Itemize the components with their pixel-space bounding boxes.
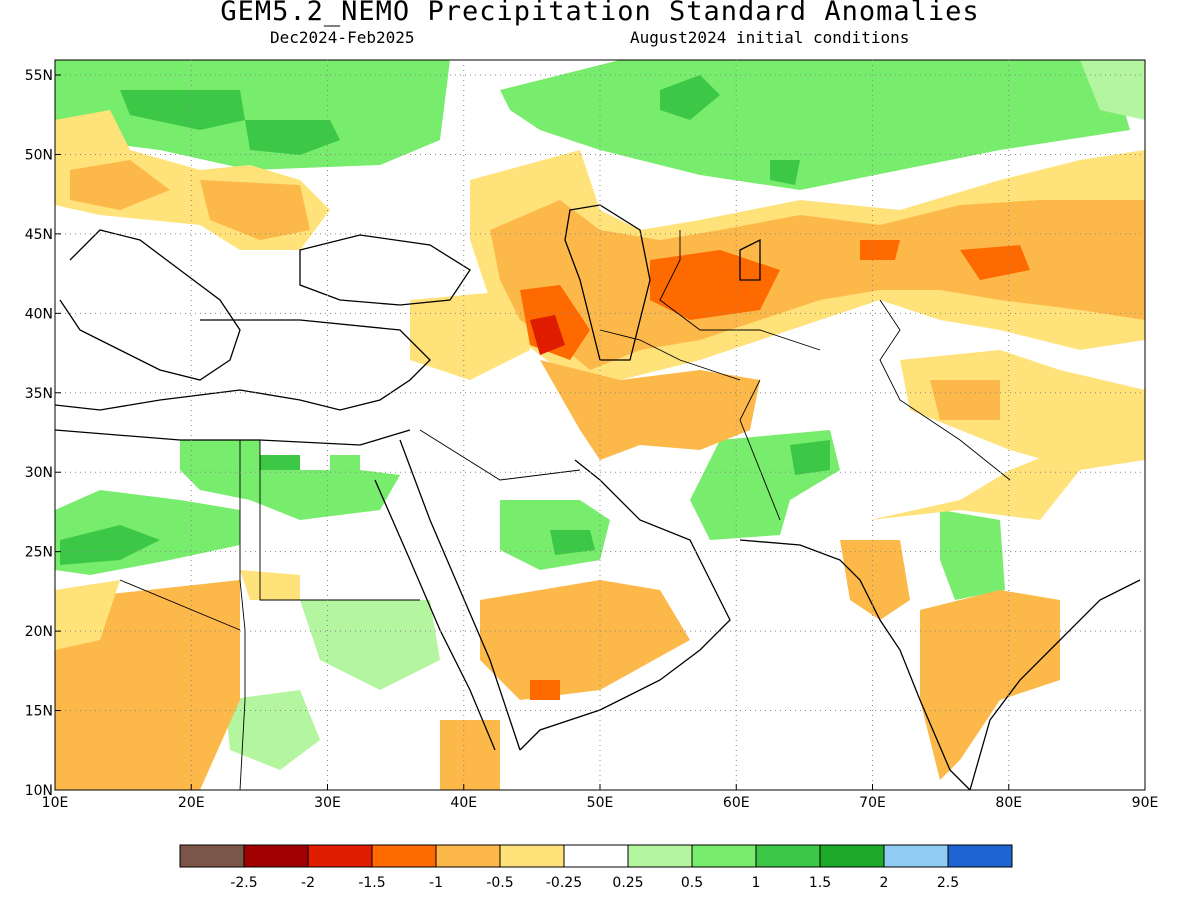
legend-swatch: [435, 844, 501, 868]
x-tick-label: 40E: [450, 795, 477, 811]
legend-label: 1.5: [809, 875, 831, 891]
y-tick-label: 25N: [25, 545, 53, 561]
y-tick-label: 45N: [25, 227, 53, 243]
legend-swatch: [691, 844, 757, 868]
y-axis: 55N 50N 45N 40N 35N 30N 25N 20N 15N 10N: [25, 68, 61, 799]
legend-swatch: [371, 844, 437, 868]
x-tick-label: 90E: [1132, 795, 1159, 811]
coastlines: [55, 204, 1141, 790]
legend-label: -1: [429, 875, 443, 891]
x-tick-label: 60E: [723, 795, 750, 811]
y-tick-label: 10N: [25, 783, 53, 799]
init-conditions-label: August2024 initial conditions: [630, 28, 910, 47]
y-tick-label: 15N: [25, 704, 53, 720]
y-tick-label: 50N: [25, 147, 53, 163]
x-tick-label: 10E: [42, 795, 69, 811]
y-tick-label: 55N: [25, 68, 53, 84]
legend-label: 1: [752, 875, 761, 891]
gridlines: [55, 60, 1145, 790]
legend-swatch: [755, 844, 821, 868]
season-label: Dec2024-Feb2025: [270, 28, 415, 47]
y-tick-label: 40N: [25, 306, 53, 322]
x-tick-label: 20E: [178, 795, 205, 811]
legend-label: 2: [880, 875, 889, 891]
legend-label: 0.25: [612, 875, 643, 891]
x-tick-label: 50E: [587, 795, 614, 811]
legend-label: -0.5: [486, 875, 513, 891]
x-tick-label: 70E: [859, 795, 886, 811]
legend-label: -1.5: [358, 875, 385, 891]
map-title: GEM5.2_NEMO Precipitation Standard Anoma…: [220, 0, 980, 27]
legend-swatch: [947, 844, 1013, 868]
y-tick-label: 20N: [25, 624, 53, 640]
x-axis: 10E 20E 30E 40E 50E 60E 70E 80E 90E: [42, 784, 1159, 811]
borders: [119, 230, 1011, 790]
x-tick-label: 80E: [995, 795, 1022, 811]
legend-swatch: [563, 844, 629, 868]
legend-swatch: [307, 844, 373, 868]
legend-swatch: [179, 844, 245, 868]
legend-swatch: [627, 844, 693, 868]
legend-label: -0.25: [546, 875, 582, 891]
legend-label: -2.5: [230, 875, 257, 891]
legend-swatch: [883, 844, 949, 868]
anomaly-field: [55, 60, 1145, 790]
legend-swatch: [243, 844, 309, 868]
legend-label: 2.5: [937, 875, 959, 891]
legend-swatch: [819, 844, 885, 868]
legend-label: 0.5: [681, 875, 703, 891]
legend-label: -2: [301, 875, 315, 891]
y-tick-label: 30N: [25, 465, 53, 481]
legend-swatch: [499, 844, 565, 868]
color-legend: -2.5 -2 -1.5 -1 -0.5 -0.25 0.25 0.5 1 1.5 2 2.5: [179, 844, 1013, 891]
x-tick-label: 30E: [314, 795, 341, 811]
y-tick-label: 35N: [25, 386, 53, 402]
